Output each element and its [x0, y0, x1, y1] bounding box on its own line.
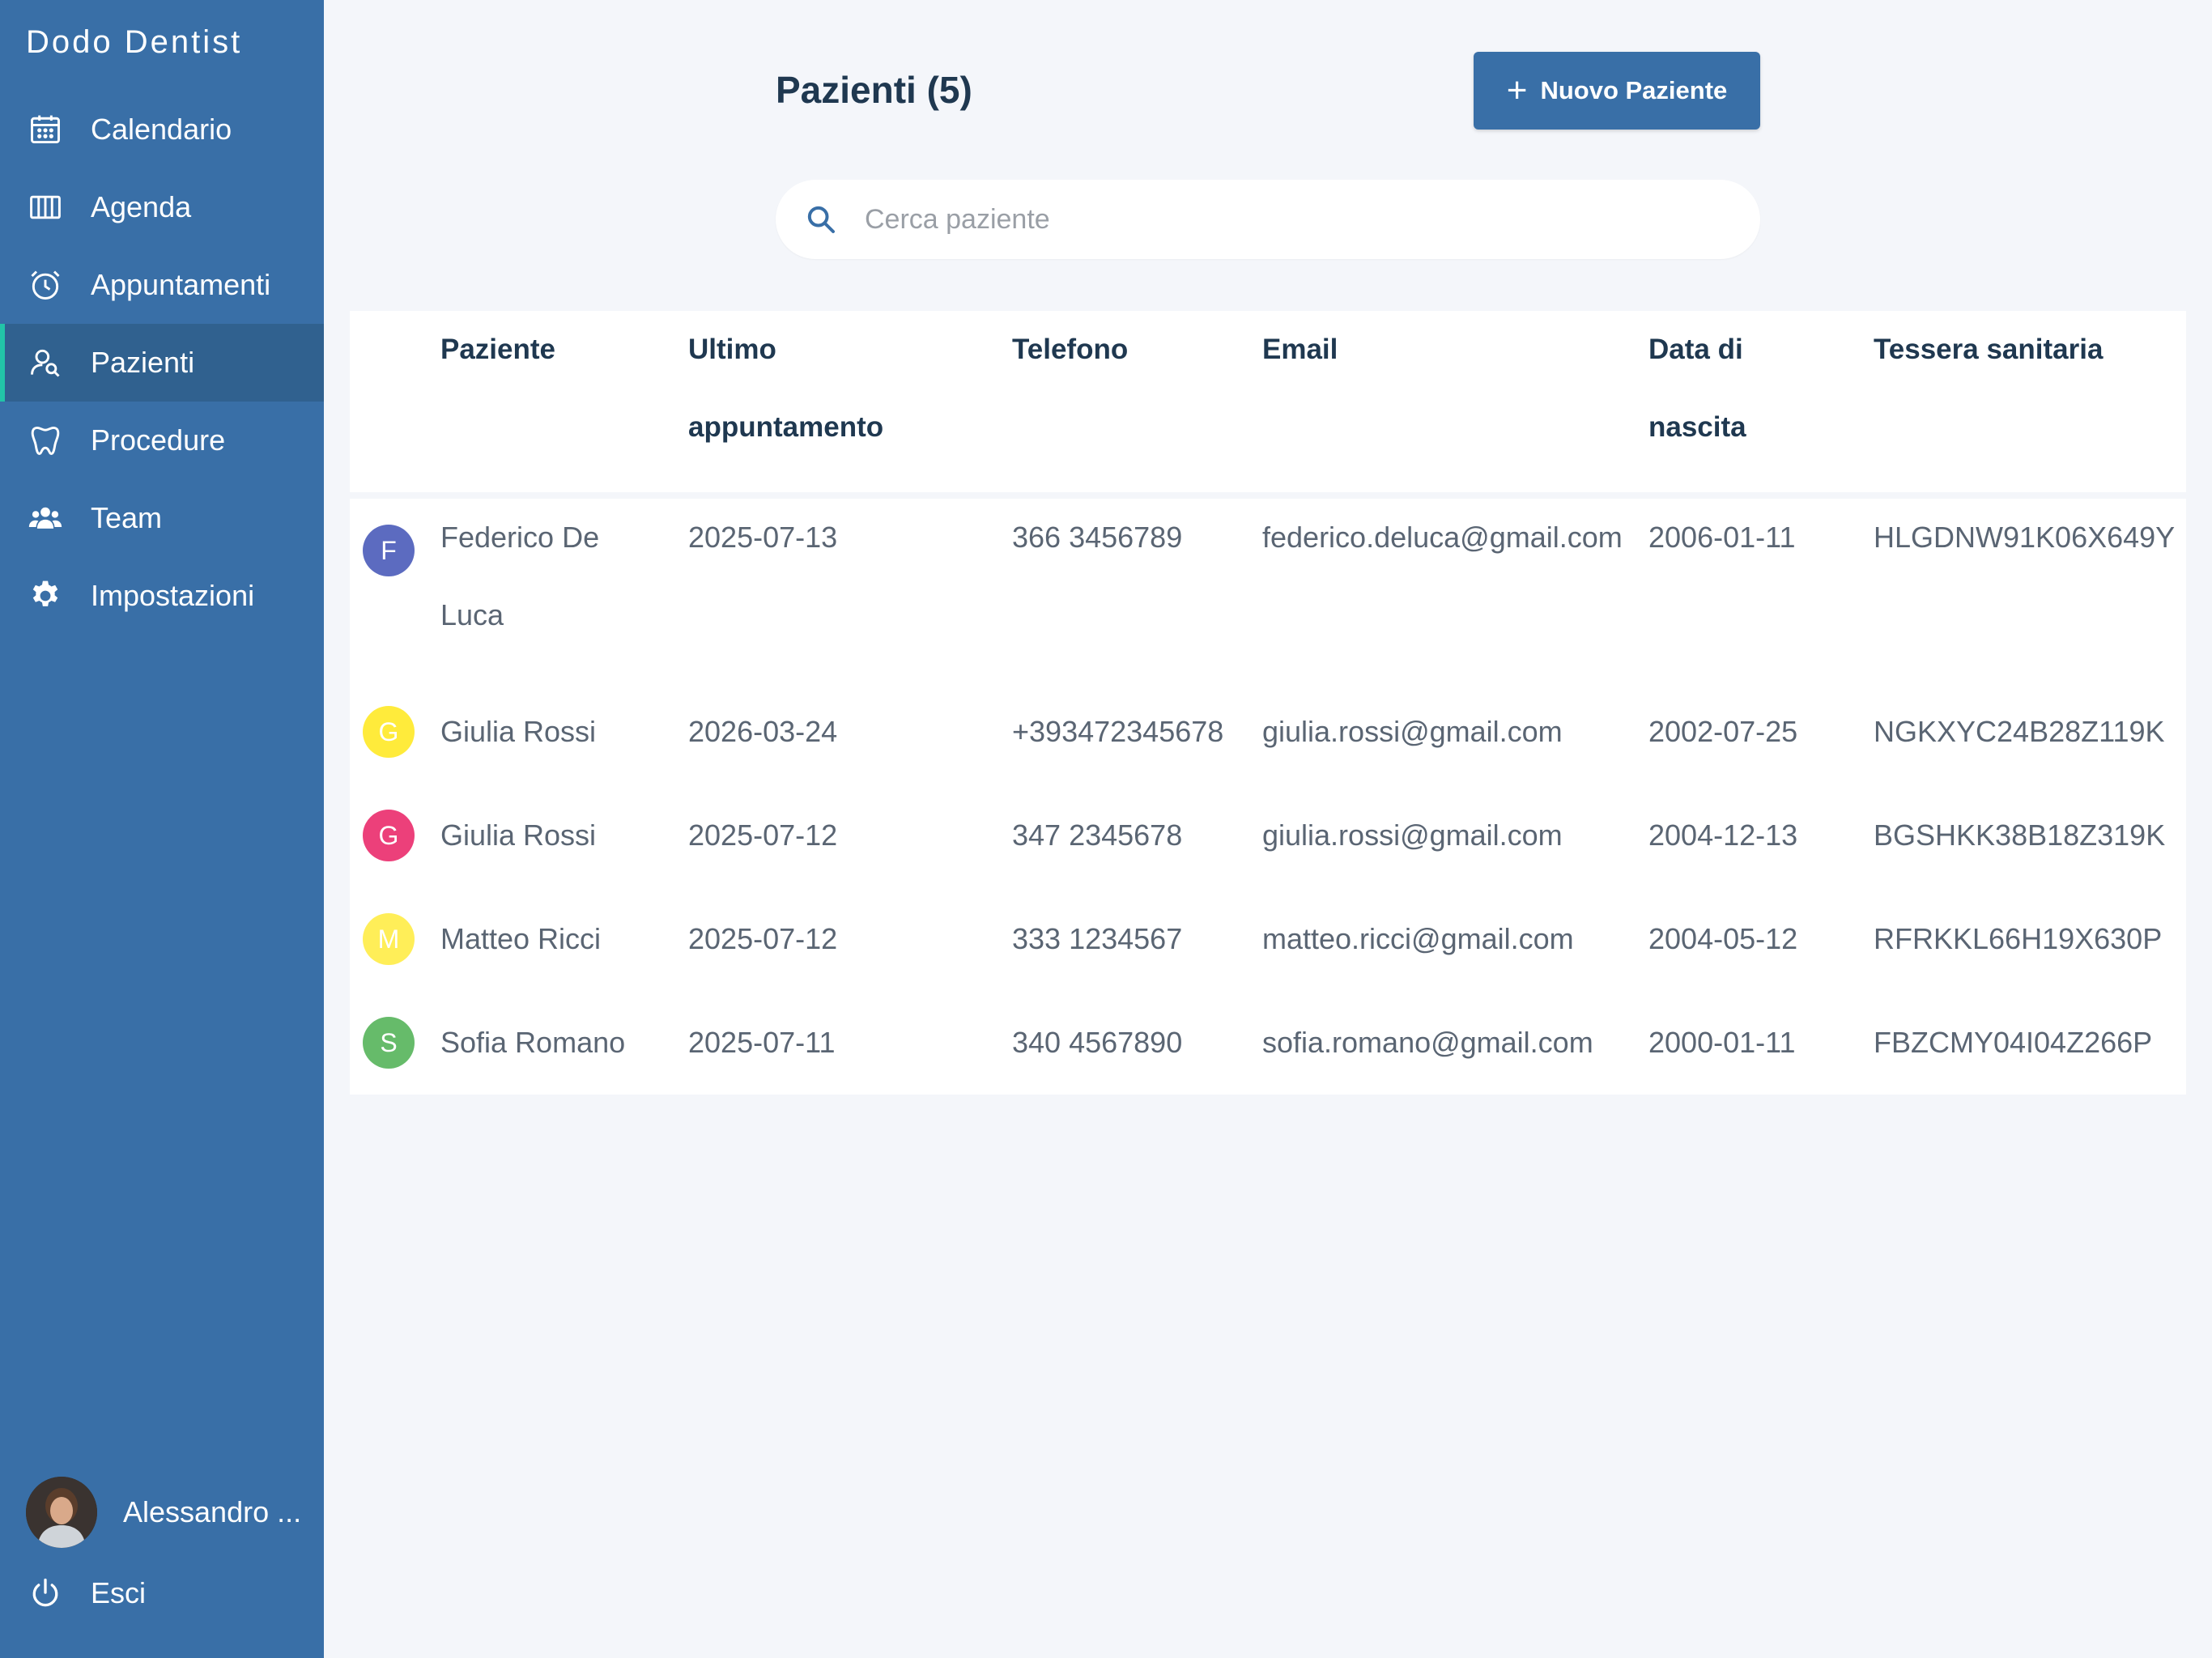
last-appointment: 2025-07-11 [688, 1026, 836, 1059]
sidebar-item-label: Impostazioni [91, 579, 255, 612]
last-appointment: 2025-07-13 [688, 521, 838, 554]
calendar-icon [28, 112, 63, 147]
alarm-clock-icon [28, 267, 63, 303]
logout-label: Esci [91, 1576, 147, 1609]
col-header-tessera-sanitaria[interactable]: Tessera sanitaria [1874, 311, 2103, 389]
last-appointment: 2025-07-12 [688, 818, 838, 852]
col-header-label: Paziente [440, 334, 555, 365]
table-row[interactable]: G Giulia Rossi 2026-03-24 +393472345678 … [350, 680, 2186, 784]
new-patient-button[interactable]: + Nuovo Paziente [1474, 52, 1760, 130]
page-title: Pazienti (5) [776, 69, 972, 111]
col-header-ultimo-appuntamento[interactable]: Ultimo appuntamento [688, 311, 931, 466]
sidebar-nav: Calendario Agenda [0, 91, 324, 635]
last-appointment: 2025-07-12 [688, 922, 838, 955]
logout-button[interactable]: Esci [28, 1554, 303, 1632]
health-card: FBZCMY04I04Z266P [1874, 1026, 2153, 1059]
email: matteo.ricci@gmail.com [1262, 922, 1574, 955]
patient-avatar: S [363, 1017, 415, 1069]
search-bar [776, 180, 1760, 259]
patient-avatar: M [363, 913, 415, 965]
phone: 347 2345678 [1012, 818, 1183, 852]
search-icon [807, 206, 835, 233]
patient-name: Giulia Rossi [440, 715, 597, 748]
user-name: Alessandro ... [123, 1495, 302, 1528]
birth-date: 2004-12-13 [1648, 818, 1798, 852]
phone: +393472345678 [1012, 715, 1224, 748]
avatar-initial: S [380, 1027, 398, 1057]
col-header-email[interactable]: Email [1262, 311, 1338, 389]
avatar-initial: G [378, 820, 399, 850]
sidebar-item-label: Agenda [91, 190, 192, 223]
patient-name: Matteo Ricci [440, 922, 602, 955]
phone: 333 1234567 [1012, 922, 1183, 955]
avatar-initial: F [381, 535, 397, 565]
col-header-telefono[interactable]: Telefono [1012, 311, 1128, 389]
table-header: Paziente Ultimo appuntamento Telefono Em… [350, 311, 2186, 492]
birth-date: 2002-07-25 [1648, 715, 1798, 748]
birth-date: 2000-01-11 [1648, 1026, 1796, 1059]
table-row[interactable]: M Matteo Ricci 2025-07-12 333 1234567 ma… [350, 887, 2186, 991]
table-row[interactable]: S Sofia Romano 2025-07-11 340 4567890 so… [350, 991, 2186, 1095]
columns-icon [28, 189, 63, 225]
patient-name: Giulia Rossi [440, 818, 597, 852]
sidebar-item-label: Team [91, 501, 163, 534]
health-card: HLGDNW91K06X649Y [1874, 521, 2176, 554]
email: federico.deluca@gmail.com [1262, 521, 1623, 554]
patient-avatar: G [363, 810, 415, 861]
phone: 366 3456789 [1012, 521, 1183, 554]
search-input[interactable] [865, 203, 1674, 236]
birth-date: 2004-05-12 [1648, 922, 1798, 955]
avatar [26, 1477, 97, 1548]
birth-date: 2006-01-11 [1648, 521, 1796, 554]
sidebar-item-appuntamenti[interactable]: Appuntamenti [0, 246, 324, 324]
sidebar-item-label: Procedure [91, 423, 226, 457]
patients-table: F Federico De Luca 2025-07-13 366 345678… [350, 499, 2186, 1095]
user-search-icon [28, 345, 63, 380]
patient-name: Sofia Romano [440, 1026, 626, 1059]
sidebar: Dodo Dentist Calendario [0, 0, 324, 1658]
phone: 340 4567890 [1012, 1026, 1183, 1059]
tooth-icon [28, 423, 63, 458]
sidebar-item-team[interactable]: Team [0, 479, 324, 557]
col-header-label: Data di nascita [1648, 334, 1746, 443]
patient-avatar: F [363, 525, 415, 576]
gear-icon [28, 578, 63, 614]
table-row[interactable]: G Giulia Rossi 2025-07-12 347 2345678 gi… [350, 784, 2186, 887]
health-card: NGKXYC24B28Z119K [1874, 715, 2165, 748]
email: giulia.rossi@gmail.com [1262, 715, 1563, 748]
sidebar-item-impostazioni[interactable]: Impostazioni [0, 557, 324, 635]
sidebar-item-label: Calendario [91, 113, 232, 146]
email: sofia.romano@gmail.com [1262, 1026, 1593, 1059]
col-header-label: Ultimo appuntamento [688, 334, 884, 443]
sidebar-item-pazienti[interactable]: Pazienti [0, 324, 324, 402]
health-card: RFRKKL66H19X630P [1874, 922, 2163, 955]
col-header-paziente[interactable]: Paziente [440, 311, 555, 389]
sidebar-item-label: Pazienti [91, 346, 195, 379]
table-row[interactable]: F Federico De Luca 2025-07-13 366 345678… [350, 499, 2186, 680]
col-header-label: Telefono [1012, 334, 1129, 365]
plus-icon: + [1506, 70, 1528, 110]
avatar-initial: M [377, 924, 400, 954]
patient-avatar: G [363, 706, 415, 758]
email: giulia.rossi@gmail.com [1262, 818, 1563, 852]
new-patient-label: Nuovo Paziente [1540, 76, 1728, 104]
col-header-label: Tessera sanitaria [1874, 334, 2104, 365]
sidebar-item-calendario[interactable]: Calendario [0, 91, 324, 168]
user-profile[interactable]: Alessandro ... [26, 1477, 301, 1548]
patient-name: Federico De Luca [440, 521, 600, 631]
sidebar-item-label: Appuntamenti [91, 268, 271, 301]
last-appointment: 2026-03-24 [688, 715, 838, 748]
health-card: BGSHKK38B18Z319K [1874, 818, 2166, 852]
power-icon [28, 1575, 63, 1611]
col-header-label: Email [1262, 334, 1338, 365]
users-icon [28, 500, 63, 536]
brand-title: Dodo Dentist [26, 24, 243, 60]
sidebar-item-agenda[interactable]: Agenda [0, 168, 324, 246]
sidebar-item-procedure[interactable]: Procedure [0, 402, 324, 479]
col-header-data-di-nascita[interactable]: Data di nascita [1648, 311, 1810, 466]
avatar-initial: G [378, 716, 399, 746]
